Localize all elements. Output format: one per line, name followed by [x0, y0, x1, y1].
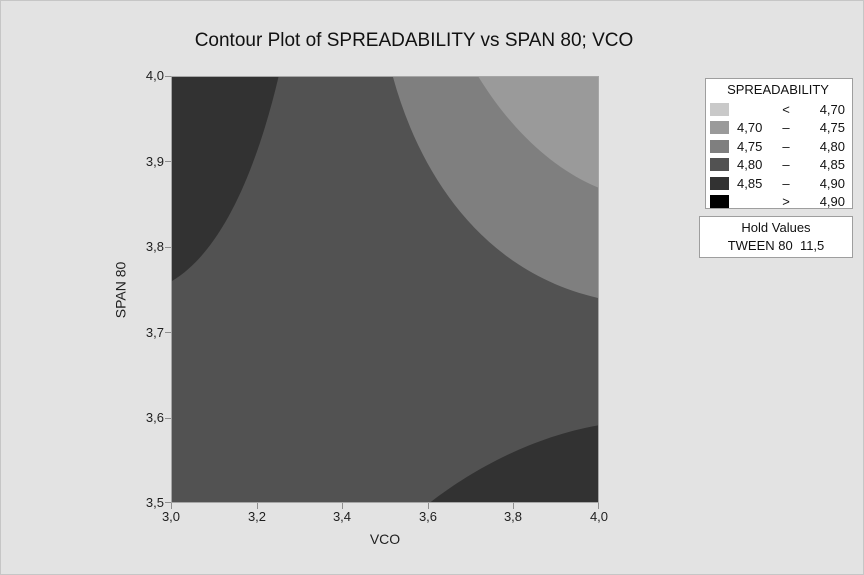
y-tick-label: 3,9 — [145, 154, 164, 169]
y-tick-label: 3,6 — [145, 410, 164, 425]
band-470-475 — [478, 77, 598, 188]
legend-row: 4,80 – 4,85 — [710, 156, 846, 175]
band-485-490-topleft — [172, 77, 279, 282]
legend-op: – — [782, 175, 790, 191]
x-axis-title: VCO — [369, 531, 401, 547]
legend-row: 4,75 – 4,80 — [710, 137, 846, 156]
legend-high: 4,70 — [819, 101, 845, 117]
x-tick-label: 3,6 — [418, 509, 438, 524]
y-tick-mark — [165, 76, 171, 77]
y-tick-mark — [165, 418, 171, 419]
plot-area — [171, 76, 599, 503]
legend-row: 4,85 – 4,90 — [710, 174, 846, 193]
legend-low: 4,85 — [737, 175, 763, 191]
x-tick-label: 3,8 — [503, 509, 523, 524]
legend-op: > — [782, 194, 790, 210]
legend-low: 4,75 — [737, 138, 763, 154]
legend-swatch — [710, 176, 729, 190]
plot-title: Contour Plot of SPREADABILITY vs SPAN 80… — [194, 30, 634, 51]
contour-surface — [172, 77, 598, 502]
y-tick-mark — [165, 161, 171, 162]
legend-high: 4,90 — [819, 194, 845, 210]
y-tick-label: 3,5 — [145, 495, 164, 510]
legend-spreadability: SPREADABILITY < 4,70 4,70 – 4,75 4,75 – … — [705, 78, 853, 209]
hold-values-line: TWEEN 80 11,5 — [727, 238, 825, 253]
legend-high: 4,90 — [819, 175, 845, 191]
legend-swatch — [710, 121, 729, 135]
legend-high: 4,75 — [819, 120, 845, 136]
legend-low: 4,70 — [737, 120, 763, 136]
legend-op: – — [782, 138, 790, 154]
y-tick-mark — [165, 247, 171, 248]
y-tick-label: 3,7 — [145, 325, 164, 340]
x-tick-mark — [171, 503, 172, 509]
legend-op: < — [782, 101, 790, 117]
x-tick-mark — [513, 503, 514, 509]
x-tick-mark — [342, 503, 343, 509]
x-tick-label: 4,0 — [589, 509, 609, 524]
legend-high: 4,85 — [819, 157, 845, 173]
legend-high: 4,80 — [819, 138, 845, 154]
y-tick-mark — [165, 332, 171, 333]
legend-swatch — [710, 158, 729, 172]
x-tick-label: 3,2 — [247, 509, 267, 524]
y-axis-title: SPAN 80 — [112, 261, 129, 318]
y-tick-label: 3,8 — [145, 239, 164, 254]
y-tick-mark — [165, 502, 171, 503]
x-tick-label: 3,0 — [161, 509, 181, 524]
legend-op: – — [782, 157, 790, 173]
legend-op: – — [782, 120, 790, 136]
legend-swatch — [710, 102, 729, 116]
y-axis-title-wrap: SPAN 80 — [99, 76, 141, 503]
legend-title: SPREADABILITY — [727, 82, 829, 97]
x-tick-mark — [257, 503, 258, 509]
x-tick-mark — [598, 503, 599, 509]
band-485-490-bottomright — [430, 425, 598, 502]
x-tick-label: 3,4 — [332, 509, 352, 524]
legend-row: 4,70 – 4,75 — [710, 119, 846, 138]
legend-row: > 4,90 — [710, 193, 846, 212]
hold-values-box: Hold Values TWEEN 80 11,5 — [699, 216, 853, 258]
x-tick-mark — [428, 503, 429, 509]
legend-low: 4,80 — [737, 157, 763, 173]
hold-values-title: Hold Values — [741, 220, 811, 235]
legend-swatch — [710, 139, 729, 153]
y-tick-label: 4,0 — [145, 68, 164, 83]
legend-swatch — [710, 195, 729, 209]
legend-row: < 4,70 — [710, 100, 846, 119]
